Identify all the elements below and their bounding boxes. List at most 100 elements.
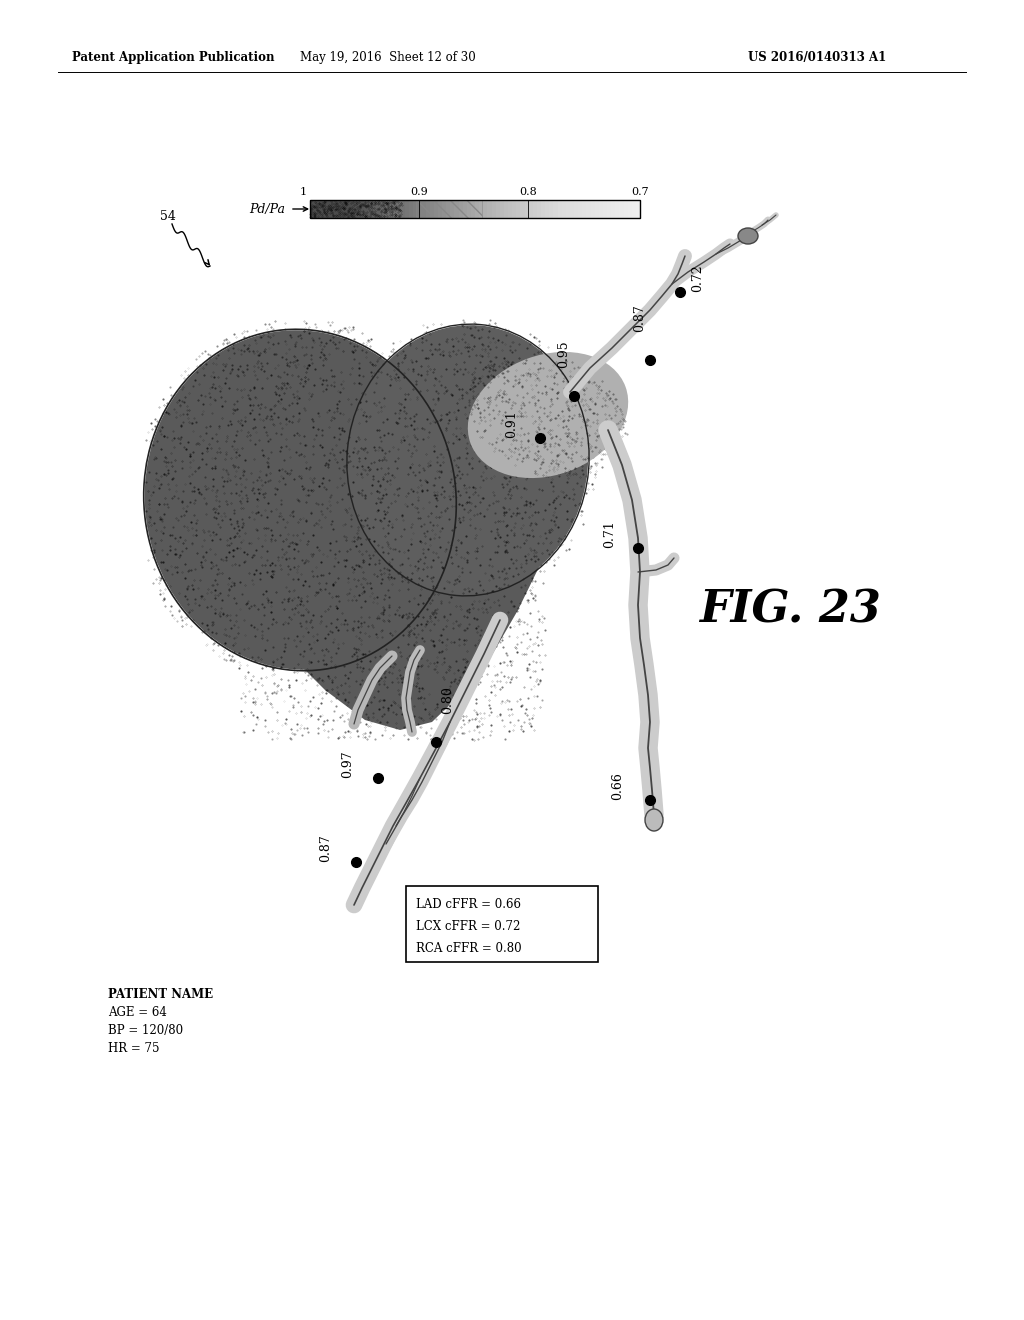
Bar	[471, 201, 475, 218]
Text: 0.80: 0.80	[441, 686, 455, 714]
Bar	[561, 201, 566, 218]
Bar	[351, 201, 356, 218]
Bar	[565, 201, 570, 218]
Bar	[483, 201, 487, 218]
Bar	[335, 201, 339, 218]
Bar	[528, 201, 534, 218]
Ellipse shape	[348, 325, 588, 595]
Bar	[421, 201, 426, 218]
Bar	[632, 201, 636, 218]
Bar	[376, 201, 381, 218]
Bar	[323, 201, 327, 218]
Bar	[628, 201, 632, 218]
Bar	[388, 201, 393, 218]
Text: May 19, 2016  Sheet 12 of 30: May 19, 2016 Sheet 12 of 30	[300, 50, 476, 63]
Bar	[549, 201, 554, 218]
Bar	[467, 201, 471, 218]
Bar	[524, 201, 529, 218]
Bar	[611, 201, 615, 218]
Bar	[417, 201, 422, 218]
Bar	[500, 201, 505, 218]
Bar	[599, 201, 603, 218]
Bar	[570, 201, 574, 218]
Bar	[355, 201, 360, 218]
Bar	[587, 201, 591, 218]
Bar	[537, 201, 542, 218]
Text: US 2016/0140313 A1: US 2016/0140313 A1	[748, 50, 886, 63]
Text: 0.87: 0.87	[634, 304, 646, 333]
Ellipse shape	[738, 228, 758, 244]
Bar	[620, 201, 624, 218]
Bar	[532, 201, 538, 218]
Bar	[583, 201, 587, 218]
Bar	[404, 201, 410, 218]
Bar	[413, 201, 418, 218]
Bar	[451, 201, 455, 218]
Bar	[380, 201, 385, 218]
Bar	[579, 201, 583, 218]
Text: 1: 1	[300, 187, 307, 197]
Text: 0.9: 0.9	[410, 187, 428, 197]
Bar	[416, 201, 481, 218]
Bar	[603, 201, 607, 218]
Bar	[520, 201, 525, 218]
Bar	[343, 201, 347, 218]
Bar	[475, 201, 479, 218]
Bar	[396, 201, 401, 218]
Ellipse shape	[645, 809, 663, 832]
Bar	[607, 201, 611, 218]
Text: 0.71: 0.71	[603, 520, 616, 548]
Bar	[591, 201, 595, 218]
Text: 0.91: 0.91	[506, 411, 518, 438]
Bar	[496, 201, 501, 218]
Bar	[557, 201, 562, 218]
Text: BP = 120/80: BP = 120/80	[108, 1024, 183, 1038]
Bar	[504, 201, 509, 218]
Ellipse shape	[468, 352, 628, 478]
Ellipse shape	[144, 330, 456, 669]
Bar	[615, 201, 620, 218]
Bar	[479, 201, 483, 218]
Bar	[459, 201, 463, 218]
Bar	[372, 201, 377, 218]
Bar	[364, 201, 369, 218]
Text: 0.7: 0.7	[631, 187, 649, 197]
Bar	[426, 201, 430, 218]
Bar	[409, 201, 414, 218]
Text: 0.87: 0.87	[319, 834, 333, 862]
Bar	[508, 201, 513, 218]
Text: LCX cFFR = 0.72: LCX cFFR = 0.72	[416, 920, 520, 932]
Bar	[347, 201, 352, 218]
Bar	[310, 201, 640, 218]
Bar	[339, 201, 343, 218]
Bar	[327, 201, 331, 218]
Text: PATIENT NAME: PATIENT NAME	[108, 987, 213, 1001]
Bar	[455, 201, 459, 218]
Text: 0.8: 0.8	[519, 187, 537, 197]
Bar	[384, 201, 389, 218]
Bar	[442, 201, 446, 218]
Text: LAD cFFR = 0.66: LAD cFFR = 0.66	[416, 898, 521, 911]
Bar	[492, 201, 496, 218]
Bar	[430, 201, 434, 218]
Bar	[463, 201, 467, 218]
Bar	[624, 201, 628, 218]
Bar	[512, 201, 517, 218]
Bar	[516, 201, 521, 218]
Text: 54: 54	[160, 210, 176, 223]
Text: 0.95: 0.95	[557, 341, 570, 368]
Text: AGE = 64: AGE = 64	[108, 1006, 167, 1019]
Text: 0.66: 0.66	[611, 772, 625, 800]
Bar	[392, 201, 397, 218]
Bar	[446, 201, 451, 218]
Bar	[553, 201, 558, 218]
Bar	[574, 201, 579, 218]
Polygon shape	[240, 498, 540, 730]
Text: HR = 75: HR = 75	[108, 1041, 160, 1055]
Bar	[400, 201, 406, 218]
Bar	[487, 201, 492, 218]
Bar	[636, 201, 640, 218]
Text: RCA cFFR = 0.80: RCA cFFR = 0.80	[416, 941, 521, 954]
Bar	[541, 201, 546, 218]
Text: FIG. 23: FIG. 23	[699, 589, 881, 631]
